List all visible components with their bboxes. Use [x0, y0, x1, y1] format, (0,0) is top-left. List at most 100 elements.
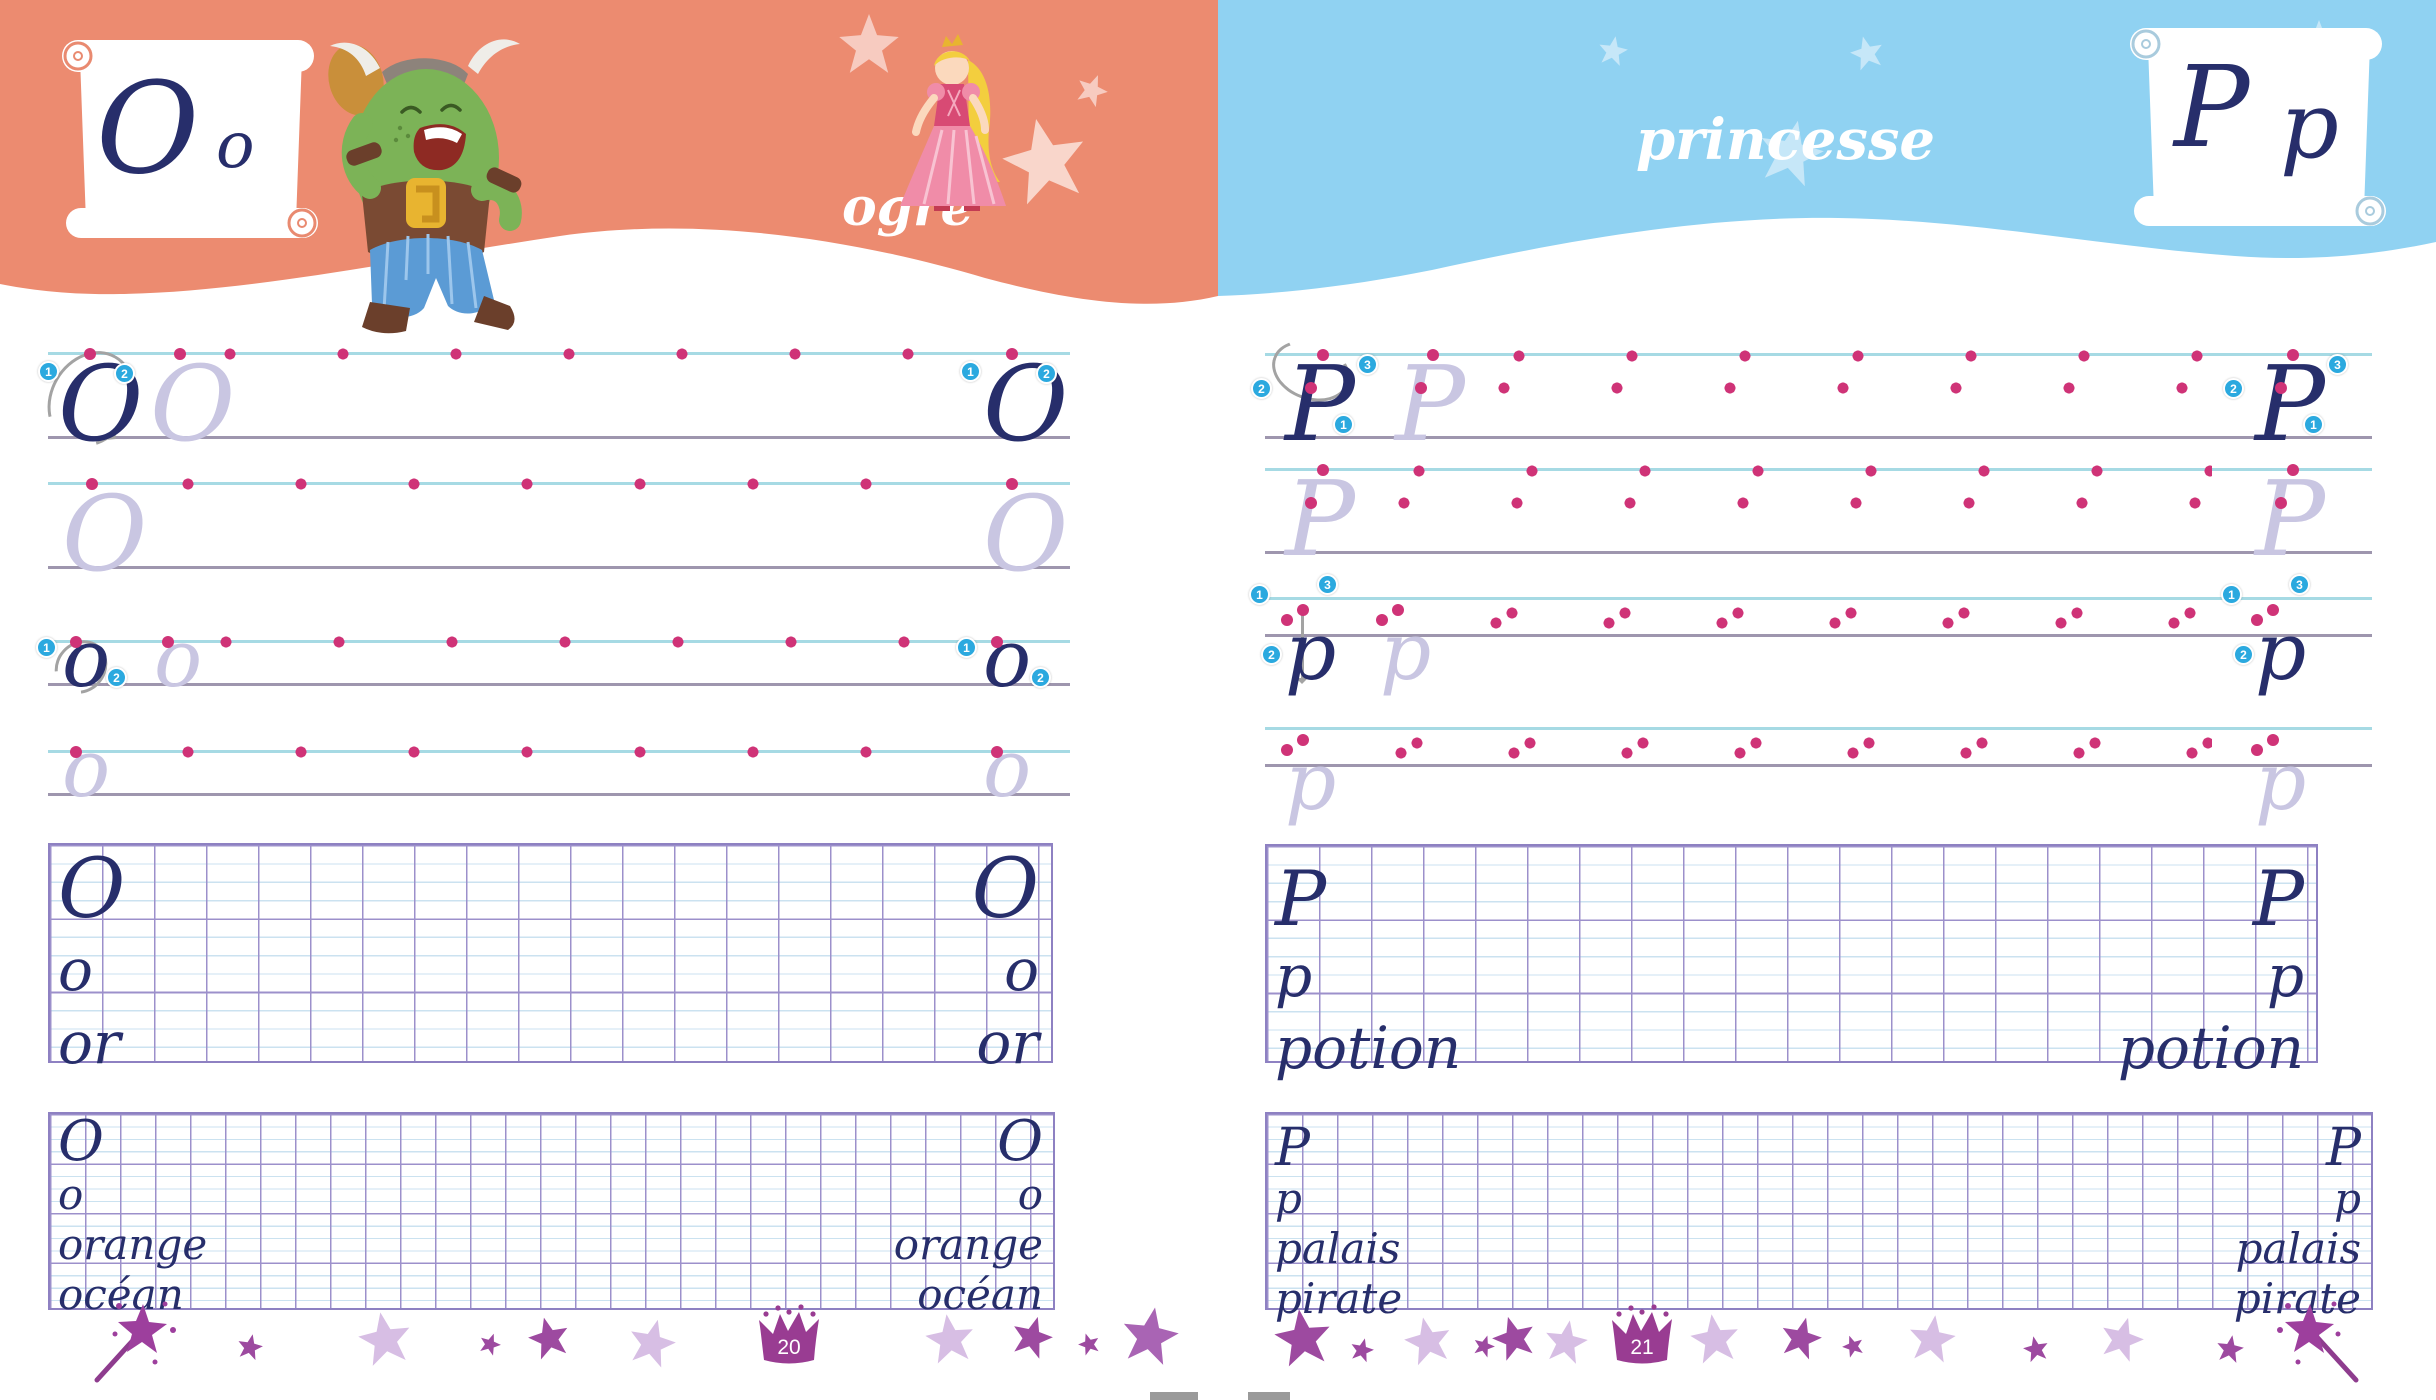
start-dots-strip[interactable] [220, 346, 962, 363]
trace-letter-capital: O [150, 343, 236, 465]
star-icon [1116, 1302, 1183, 1369]
practice-line[interactable]: o o [48, 729, 1070, 809]
start-dot [991, 636, 1003, 648]
star-icon [1487, 1311, 1541, 1365]
trace-letter-capital: O [983, 473, 1069, 595]
writing-grid[interactable]: P p palais pirate P p palais pirate [1265, 1112, 2373, 1320]
model-letter-capital: P [1285, 343, 1355, 465]
stroke-step-badge: 1 [1333, 414, 1354, 435]
star-icon [922, 1311, 978, 1367]
trace-letter-capital: O [62, 473, 148, 595]
grid-word: palais [1275, 1224, 1401, 1273]
start-dots-strip[interactable] [178, 476, 962, 493]
grid-word: pirate [2233, 1274, 2361, 1323]
grid-word: P [2252, 854, 2304, 943]
practice-line[interactable]: P 2 3 1 P P 2 3 1 [1251, 330, 2372, 456]
practice-line[interactable]: p 1 3 2 p p 1 3 2 [1249, 574, 2372, 692]
grid-word: or [976, 1009, 1039, 1077]
start-dot [1281, 744, 1293, 756]
stroke-step-badge: 1 [36, 637, 57, 658]
star-icon [476, 1330, 504, 1358]
stroke-step-badge: 2 [1251, 378, 1272, 399]
stroke-step-badge: 2 [114, 363, 135, 384]
model-letter-lowercase: o [983, 612, 1032, 705]
stroke-step-badge: 1 [956, 637, 977, 658]
practice-line[interactable]: p p [1265, 727, 2372, 822]
star-icon [1541, 1317, 1592, 1368]
banner-lowercase-letter: o [216, 109, 255, 183]
grid-word: o [1004, 936, 1039, 1004]
start-dot [2287, 349, 2299, 361]
grid-word: p [1275, 1174, 1302, 1223]
stroke-step-badge: 2 [1030, 667, 1051, 688]
start-dots-strip[interactable] [178, 744, 962, 761]
letter-banner-right: P p [2112, 14, 2400, 242]
stroke-step-badge: 1 [960, 361, 981, 382]
writing-grid[interactable]: O o or O o or [48, 842, 1053, 1072]
letter-banner-left: O o [44, 26, 332, 254]
practice-line[interactable]: o 1 2 o o 1 2 [36, 619, 1070, 705]
start-dot [2287, 464, 2299, 476]
princess-illustration [876, 30, 1038, 212]
stroke-step-badge: 3 [1317, 574, 1338, 595]
stroke-step-badge: 3 [2289, 574, 2310, 595]
start-dot [1317, 464, 1329, 476]
grid-word: o [58, 936, 93, 1004]
star-icon [2095, 1312, 2149, 1366]
practice-line[interactable]: O O [48, 476, 1070, 586]
stroke-step-badge: 3 [1357, 354, 1378, 375]
stroke-step-badge: 2 [106, 667, 127, 688]
stroke-step-badge: 2 [2223, 378, 2244, 399]
grid-word: O [58, 842, 126, 937]
star-icon [1905, 1312, 1959, 1366]
star-icon [1075, 1330, 1103, 1358]
start-dot [1006, 478, 1018, 490]
grid-word: P [1275, 1118, 1310, 1178]
grid-word: O [971, 842, 1039, 937]
start-dot [1281, 614, 1293, 626]
grid-word: o [1017, 1170, 1043, 1219]
stroke-step-badge: 2 [1036, 363, 1057, 384]
trace-letter-capital: P [2255, 458, 2325, 580]
trace-letter-capital: P [1395, 343, 1465, 465]
start-dot [1415, 382, 1427, 394]
magic-wand-icon [2268, 1296, 2368, 1386]
start-dot [1297, 734, 1309, 746]
binding-tab [1248, 1392, 1290, 1400]
start-dots-strip[interactable] [1490, 600, 2212, 636]
start-dot [162, 636, 174, 648]
grid-word: orange [893, 1220, 1043, 1269]
model-letter-lowercase: o [62, 612, 111, 705]
star-icon [1400, 1313, 1457, 1370]
stroke-step-badge: 2 [1261, 644, 1282, 665]
practice-line[interactable]: P P [1265, 463, 2372, 571]
stroke-step-badge: 1 [2303, 414, 2324, 435]
start-dots-strip[interactable] [1395, 730, 2212, 766]
grid-word: pirate [1275, 1274, 1403, 1323]
writing-grid[interactable]: O o orange océan O o orange océan [48, 1112, 1055, 1316]
magic-wand-icon [85, 1296, 185, 1386]
trace-letter-lowercase: o [62, 722, 111, 815]
trace-letter-lowercase: p [2255, 735, 2307, 828]
writing-grid[interactable]: P p potion P p potion [1265, 844, 2318, 1077]
start-dots-strip[interactable] [216, 634, 962, 651]
trace-letter-lowercase: p [1380, 605, 1432, 698]
grid-word: o [58, 1170, 84, 1219]
stroke-step-badge: 3 [2327, 354, 2348, 375]
trace-letter-capital: P [1285, 458, 1355, 580]
start-dot [1317, 349, 1329, 361]
grid-word: or [58, 1009, 121, 1077]
start-dot [86, 478, 98, 490]
start-dot [1305, 497, 1317, 509]
start-dot [84, 348, 96, 360]
start-dot [70, 746, 82, 758]
practice-line[interactable]: O 1 2 O O 1 2 [30, 335, 1070, 463]
arrowhead-icon [1296, 678, 1308, 690]
stroke-arrow-icon [1301, 606, 1304, 680]
binding-tab [1150, 1392, 1198, 1400]
page-number: 20 [777, 1336, 800, 1359]
start-dots-strip[interactable] [1495, 348, 2212, 396]
start-dot [1305, 382, 1317, 394]
start-dots-strip[interactable] [1395, 463, 2212, 511]
start-dot [1006, 348, 1018, 360]
